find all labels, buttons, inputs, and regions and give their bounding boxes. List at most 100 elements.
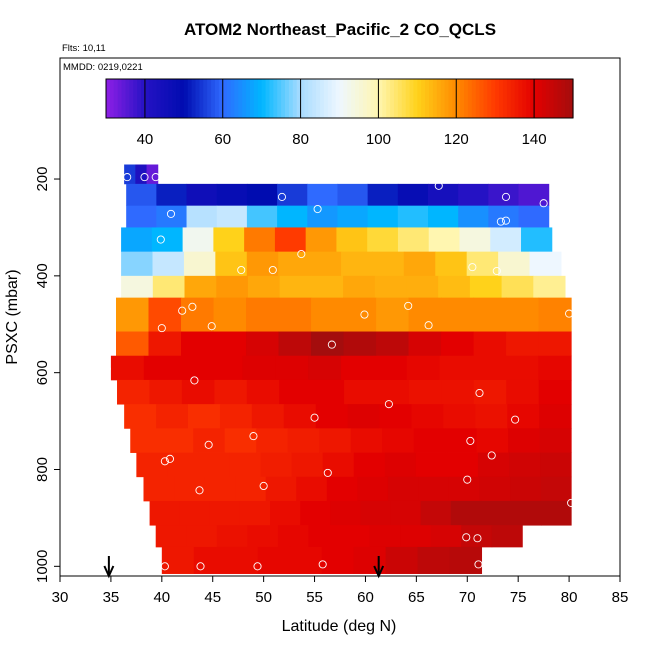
heatmap-cell [213, 331, 247, 357]
colorbar-swatch [502, 79, 508, 118]
colorbar-swatch [179, 79, 185, 118]
heatmap-cell [186, 205, 218, 228]
heatmap-cell [408, 331, 442, 357]
colorbar-swatch [456, 79, 461, 118]
heatmap-cell [475, 404, 508, 429]
heatmap-cell [350, 428, 383, 453]
colorbar-swatch [553, 79, 559, 118]
colorbar-swatch [300, 79, 306, 118]
colorbar-swatch [530, 79, 535, 118]
heatmap-cell [246, 205, 278, 228]
heatmap-cell [278, 331, 312, 357]
measurement-point [277, 192, 287, 201]
measurement-points [102, 173, 576, 571]
heatmap-cell [246, 331, 280, 357]
colorbar-swatch [218, 79, 224, 118]
measurement-point [496, 217, 505, 226]
measurement-point [156, 235, 165, 244]
heatmap-cell [219, 404, 253, 429]
heatmap-cell [279, 275, 312, 299]
heatmap-cell [472, 355, 506, 381]
colorbar-swatch [471, 79, 477, 118]
measurement-point [434, 181, 443, 190]
measurement-point [318, 560, 327, 569]
colorbar-tick-label: 140 [522, 131, 547, 148]
colorbar-swatch [304, 79, 309, 118]
heatmap-cell [149, 379, 183, 405]
measurement-point [565, 309, 574, 318]
heatmap-cell [336, 227, 368, 253]
colorbar-swatch [343, 79, 348, 118]
x-tick-label: 35 [103, 589, 120, 606]
heatmap-cell [155, 525, 187, 548]
heatmap-cell [311, 297, 345, 332]
colorbar-swatch [141, 79, 146, 118]
heatmap-cell [428, 183, 459, 207]
colorbar-swatch [549, 79, 555, 118]
colorbar-swatch [351, 79, 356, 118]
heatmap-cell [183, 251, 216, 277]
heatmap-cell [161, 428, 194, 453]
colorbar-swatch [183, 79, 189, 118]
colorbar-swatch [316, 79, 321, 118]
heatmap-cell [198, 452, 231, 478]
measurement-point [190, 376, 199, 385]
heatmap-cell [539, 428, 572, 453]
heatmap-cell [353, 452, 386, 478]
colorbar-swatch [246, 79, 251, 118]
colorbar-swatch [506, 79, 512, 118]
colorbar-swatch [281, 79, 286, 118]
measurement-point [195, 486, 204, 495]
heatmap-cell [274, 227, 307, 253]
heatmap-cell [130, 428, 163, 453]
heatmap-cell [435, 251, 468, 277]
y-axis-label: PSXC (mbar) [4, 269, 21, 364]
heatmap-cell [204, 476, 236, 502]
heatmap-cell [508, 428, 541, 453]
heatmap-cell [182, 227, 214, 253]
colorbar-swatch [176, 79, 181, 118]
colorbar-swatch [327, 79, 333, 118]
heatmap-cell [343, 275, 376, 299]
heatmap-cell [538, 355, 572, 381]
colorbar-swatch [257, 79, 263, 118]
heatmap-cell [459, 227, 491, 253]
measurement-point [151, 173, 160, 182]
heatmap-cell [277, 183, 308, 207]
x-tick-label: 55 [306, 589, 323, 606]
colorbar-swatch [370, 79, 376, 118]
heatmap-cell [224, 428, 257, 453]
heatmap-cell [315, 404, 349, 429]
heatmap-cell [136, 452, 168, 478]
measurement-point [492, 266, 501, 276]
measurement-point [297, 250, 306, 259]
x-tick-label: 50 [255, 589, 272, 606]
heatmap-cell [473, 331, 507, 357]
colorbar-swatch [518, 79, 524, 118]
x-tick-label: 30 [52, 589, 69, 606]
heatmap-cell [379, 404, 412, 429]
colorbar-swatch [537, 79, 543, 118]
heatmap-cell [507, 404, 540, 429]
colorbar-swatch [374, 79, 380, 118]
x-tick-label: 80 [561, 589, 578, 606]
measurement-point [539, 199, 548, 208]
heatmap-cell [390, 500, 422, 526]
measurement-point [237, 265, 246, 275]
heatmap-cell [146, 164, 159, 185]
heatmap-cell [193, 546, 227, 574]
heatmap-cell [506, 331, 540, 357]
colorbar-swatch [382, 79, 387, 118]
colorbar-swatch [429, 79, 434, 118]
y-tick-label: 600 [34, 360, 51, 385]
colorbar-swatch [378, 79, 383, 118]
measurement-point [160, 457, 169, 466]
heatmap-cell [420, 500, 452, 526]
measurement-point [487, 451, 496, 460]
colorbar-tick-label: 100 [366, 131, 391, 148]
heatmap-cell [480, 500, 512, 526]
heatmap-cell [215, 251, 248, 277]
heatmap-cell [505, 355, 539, 381]
heatmap-cell [473, 297, 507, 332]
